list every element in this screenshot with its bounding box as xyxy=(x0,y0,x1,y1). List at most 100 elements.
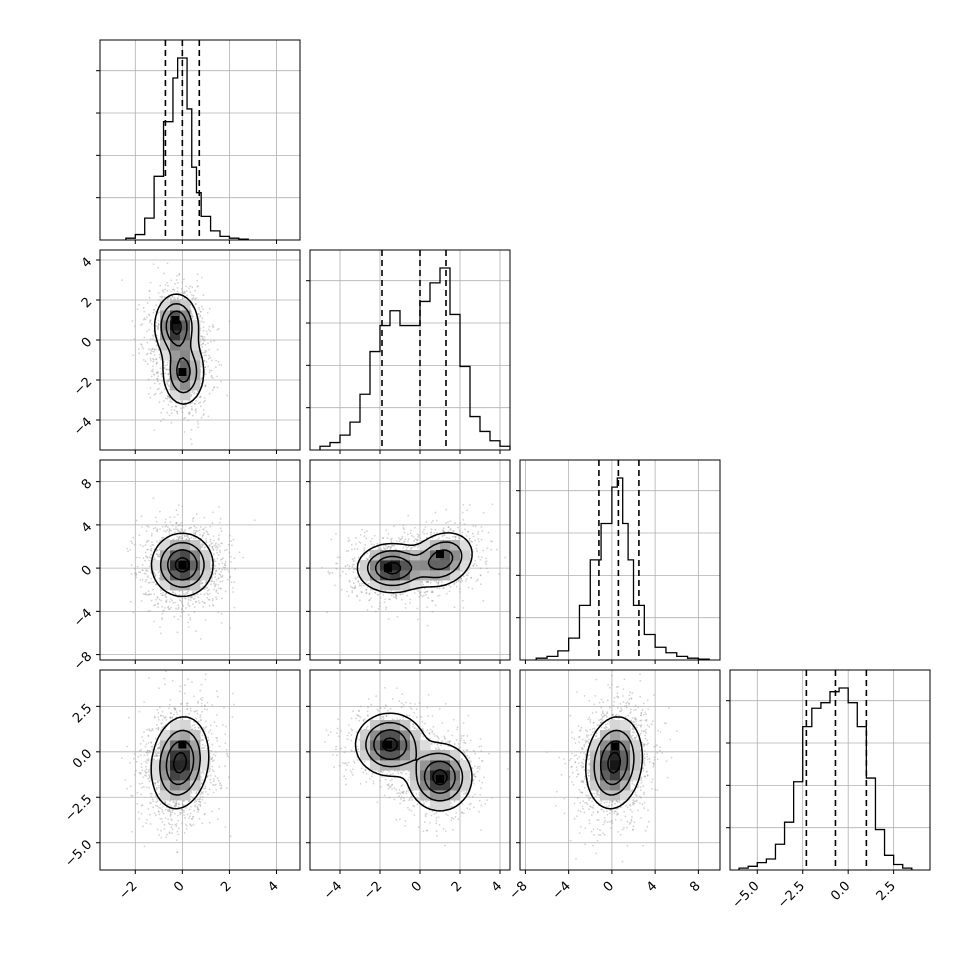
scatter-point xyxy=(437,594,439,597)
scatter-point xyxy=(168,531,171,533)
density-cell xyxy=(190,350,201,361)
scatter-point xyxy=(161,617,164,619)
scatter-point xyxy=(149,387,152,389)
density-cell xyxy=(170,550,181,561)
scatter-point xyxy=(148,559,150,562)
scatter-point xyxy=(146,341,149,344)
scatter-point xyxy=(198,529,201,531)
scatter-point xyxy=(211,598,214,600)
scatter-point xyxy=(201,335,203,338)
scatter-point xyxy=(183,290,186,293)
scatter-point xyxy=(210,558,212,561)
scatter-point xyxy=(353,563,355,566)
scatter-point xyxy=(385,606,387,609)
scatter-point xyxy=(195,800,198,802)
scatter-point xyxy=(169,529,172,532)
scatter-point xyxy=(147,540,150,542)
density-cell xyxy=(170,390,181,401)
histogram-panel: −5.0 −2.5 0.0 2.5 xyxy=(726,669,931,912)
scatter-point xyxy=(202,326,205,329)
density-cell xyxy=(200,570,211,581)
scatter-point xyxy=(201,335,204,338)
scatter-point xyxy=(160,420,162,423)
scatter-point xyxy=(135,519,138,522)
scatter-point xyxy=(187,535,189,538)
contour-line xyxy=(167,549,198,581)
scatter-point xyxy=(147,593,149,596)
scatter-point xyxy=(163,609,165,612)
scatter-point xyxy=(377,593,379,596)
scatter-point xyxy=(176,413,179,415)
scatter-point xyxy=(184,529,187,531)
scatter-point xyxy=(452,530,455,532)
scatter-point xyxy=(167,379,170,382)
scatter-point xyxy=(354,585,357,588)
scatter-point xyxy=(217,328,220,330)
scatter-point xyxy=(188,527,191,530)
scatter-point xyxy=(426,590,429,593)
scatter-point xyxy=(205,580,208,583)
scatter-point xyxy=(160,411,163,414)
scatter-point xyxy=(420,594,422,597)
scatter-point xyxy=(426,590,428,593)
scatter-point xyxy=(393,545,396,547)
scatter-point xyxy=(427,580,429,583)
scatter-point xyxy=(150,370,153,372)
scatter-point xyxy=(170,412,173,415)
scatter-point xyxy=(202,308,204,311)
scatter-point xyxy=(470,540,473,543)
scatter-point xyxy=(355,543,357,545)
scatter-point xyxy=(195,513,198,516)
scatter-point xyxy=(158,387,160,390)
scatter-point xyxy=(217,360,220,363)
scatter-point xyxy=(458,535,460,538)
scatter-point xyxy=(452,536,454,538)
scatter-point xyxy=(176,290,179,293)
scatter-point xyxy=(426,533,428,535)
scatter-point xyxy=(465,580,467,582)
scatter-point xyxy=(149,319,152,322)
scatter-point xyxy=(365,592,368,595)
scatter-point xyxy=(358,569,360,571)
scatter-point xyxy=(145,570,147,572)
scatter-point xyxy=(152,312,155,314)
scatter-point xyxy=(196,273,199,276)
scatter-point xyxy=(155,583,158,586)
scatter-point xyxy=(170,606,172,609)
scatter-point xyxy=(155,804,157,807)
x-tick-label: −5.0 xyxy=(730,879,763,912)
scatter-point xyxy=(184,535,186,538)
scatter-point xyxy=(177,606,180,609)
scatter-point xyxy=(468,537,471,540)
scatter-point xyxy=(202,401,205,403)
scatter-point xyxy=(160,373,163,376)
scatter-point xyxy=(191,313,193,316)
scatter-point xyxy=(193,597,196,600)
scatter-point xyxy=(167,608,170,610)
density-cell xyxy=(160,550,171,561)
x-tick-label: 0.0 xyxy=(828,879,853,904)
scatter-point xyxy=(445,536,448,539)
scatter-point xyxy=(185,285,187,288)
scatter-point xyxy=(170,529,173,532)
density-cell xyxy=(190,570,201,581)
scatter-point xyxy=(204,366,206,369)
scatter-point xyxy=(352,559,355,561)
scatter-point xyxy=(210,543,213,545)
scatter-point xyxy=(432,591,434,593)
scatter-point xyxy=(361,591,363,594)
scatter-point xyxy=(184,416,187,419)
scatter-point xyxy=(360,591,363,593)
scatter-point xyxy=(216,557,219,560)
scatter-point xyxy=(155,325,158,327)
scatter-point xyxy=(180,288,183,290)
scatter-point xyxy=(152,263,155,265)
scatter-point xyxy=(144,593,146,596)
scatter-point xyxy=(215,542,217,544)
scatter-point xyxy=(151,543,154,546)
scatter-point xyxy=(189,815,191,818)
scatter-point xyxy=(153,581,155,584)
density-cell xyxy=(170,540,181,551)
scatter-point xyxy=(220,380,222,383)
